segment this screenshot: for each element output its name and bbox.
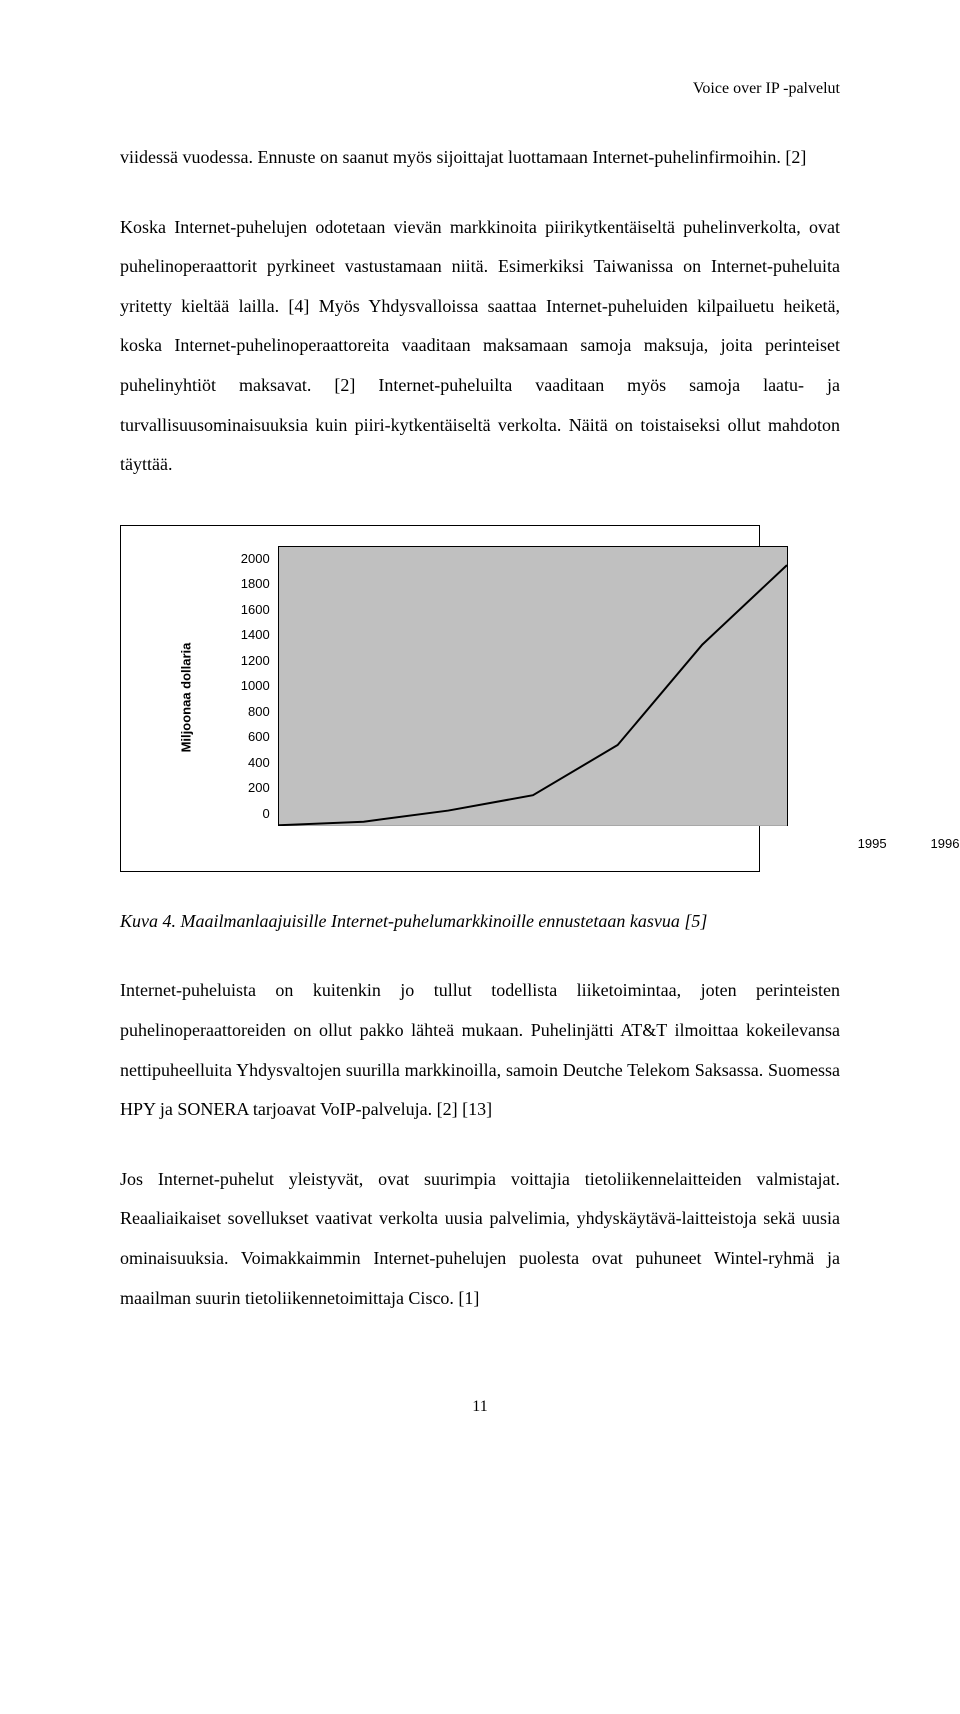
figure-caption: Kuva 4. Maailmanlaajuisille Internet-puh… [120, 902, 840, 942]
paragraph-2: Koska Internet-puhelujen odotetaan vievä… [120, 208, 840, 485]
y-tick-0: 2000 [241, 546, 278, 571]
y-tick-4: 1200 [241, 648, 278, 673]
y-tick-6: 800 [241, 698, 278, 723]
y-tick-1: 1800 [241, 571, 278, 596]
page-number: 11 [120, 1398, 840, 1416]
y-tick-8: 400 [241, 749, 278, 774]
x-tick-0: 1995 [836, 826, 909, 851]
y-tick-5: 1000 [241, 673, 278, 698]
y-tick-3: 1400 [241, 622, 278, 647]
plot-area [278, 546, 788, 826]
y-tick-9: 200 [241, 775, 278, 800]
x-tick-1: 1996 [909, 826, 960, 851]
paragraph-4: Jos Internet-puhelut yleistyvät, ovat su… [120, 1160, 840, 1318]
area-path [279, 547, 787, 826]
area-chart: Miljoonaa dollaria 2000 [120, 525, 760, 872]
paragraph-3: Internet-puheluista on kuitenkin jo tull… [120, 971, 840, 1129]
y-tick-7: 600 [241, 724, 278, 749]
y-tick-10: 0 [241, 800, 278, 825]
running-header: Voice over IP -palvelut [120, 80, 840, 98]
paragraph-1: viidessä vuodessa. Ennuste on saanut myö… [120, 138, 840, 178]
y-tick-2: 1600 [241, 597, 278, 622]
y-axis-label: Miljoonaa dollaria [178, 643, 193, 753]
